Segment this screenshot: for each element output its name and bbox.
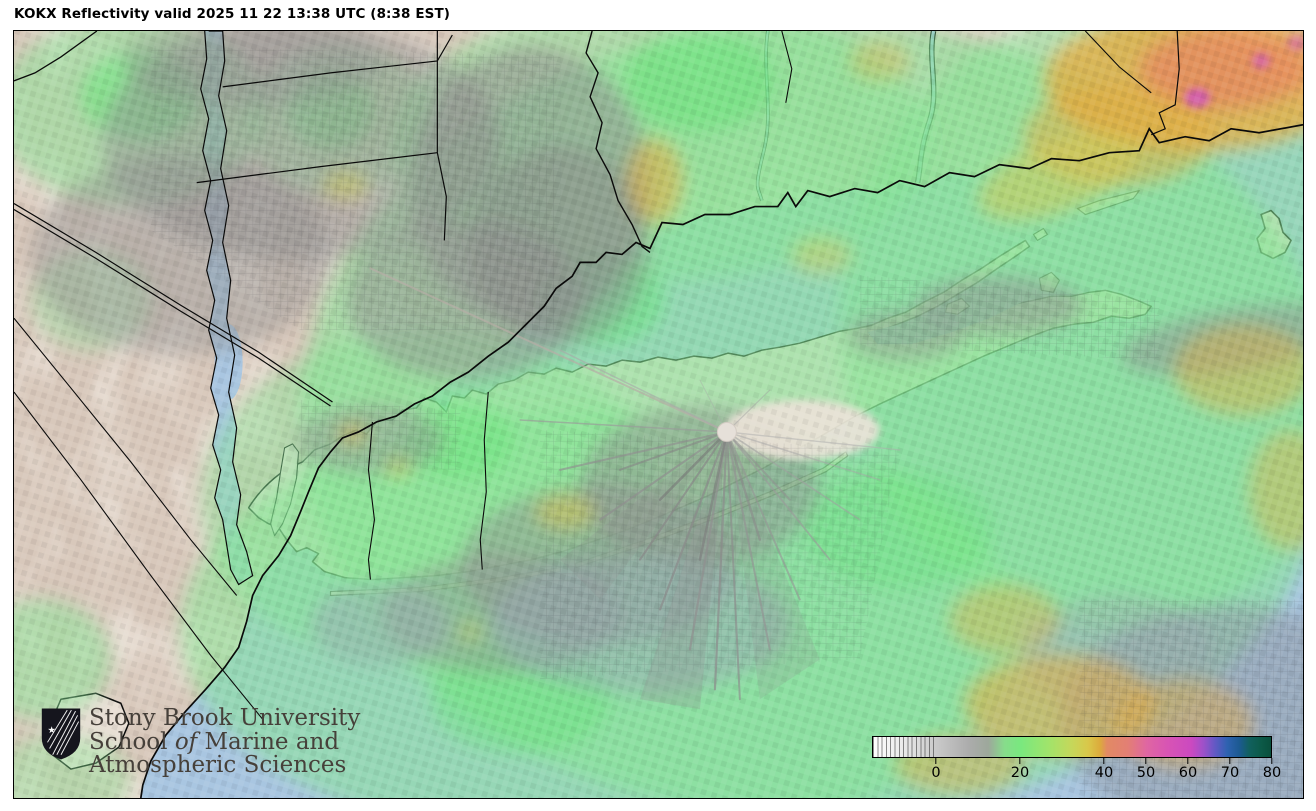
colorbar-tick-label: 0 xyxy=(931,765,941,781)
colorbar-tick xyxy=(1271,758,1273,764)
nj-county-1 xyxy=(14,317,238,596)
colorbar-gradient xyxy=(872,736,1272,758)
logo-line3: Atmospheric Sciences xyxy=(89,752,347,779)
svg-text:★: ★ xyxy=(48,725,56,736)
ny-county-a xyxy=(222,34,453,88)
colorbar-tick xyxy=(1187,758,1189,764)
hatch-texture xyxy=(150,45,1303,798)
sbu-shield-icon: ★ xyxy=(41,708,81,760)
colorbar-tick-label: 50 xyxy=(1136,765,1156,781)
radar-echoes xyxy=(14,31,1303,798)
colorbar-hatch xyxy=(873,737,937,757)
border-topleft xyxy=(14,31,98,82)
ny-county-b xyxy=(196,152,438,184)
colorbar-tick xyxy=(1145,758,1147,764)
colorbar-tick xyxy=(1103,758,1105,764)
colorbar-tick-label: 70 xyxy=(1220,765,1240,781)
colorbar-tick-label: 60 xyxy=(1178,765,1198,781)
ct-ri-border xyxy=(1150,31,1180,136)
colorbar-tick-label: 20 xyxy=(1010,765,1030,781)
colorbar-tick-label: 80 xyxy=(1262,765,1282,781)
hudson-banks xyxy=(200,31,254,586)
li-county-nassau-suffolk xyxy=(479,392,489,570)
colorbar-tick xyxy=(1229,758,1231,764)
logo-line1: Stony Brook University xyxy=(89,705,361,731)
ny-nj-border-a xyxy=(14,203,333,403)
page-title: KOKX Reflectivity valid 2025 11 22 13:38… xyxy=(14,6,451,22)
ct-county xyxy=(781,31,793,103)
colorbar-tick xyxy=(935,758,937,764)
borders-and-coastlines xyxy=(14,31,1303,798)
ny-county-v xyxy=(436,31,447,241)
ct-diagonal xyxy=(1084,31,1152,94)
sbu-logo-text: Stony Brook University School of Marine … xyxy=(89,705,361,779)
colorbar-tick-label: 40 xyxy=(1094,765,1114,781)
sbu-logo: ★ Stony Brook University School of Marin… xyxy=(40,705,361,779)
nj-county-2 xyxy=(14,391,264,720)
colorbar-tick xyxy=(1019,758,1021,764)
ny-nj-border-b xyxy=(14,209,331,407)
ny-ct-border xyxy=(585,31,651,253)
logo-line2: School of Marine and xyxy=(89,728,340,755)
li-county-queens-nassau xyxy=(367,421,375,580)
radar-site-dot xyxy=(716,421,737,442)
radar-spokes xyxy=(369,267,901,710)
radar-map: ★ Stony Brook University School of Marin… xyxy=(13,30,1304,799)
radar-map-canvas xyxy=(14,31,1303,798)
colorbar: 0 20 40 50 60 70 80 xyxy=(872,736,1281,786)
mainland-coastline xyxy=(139,123,1303,798)
